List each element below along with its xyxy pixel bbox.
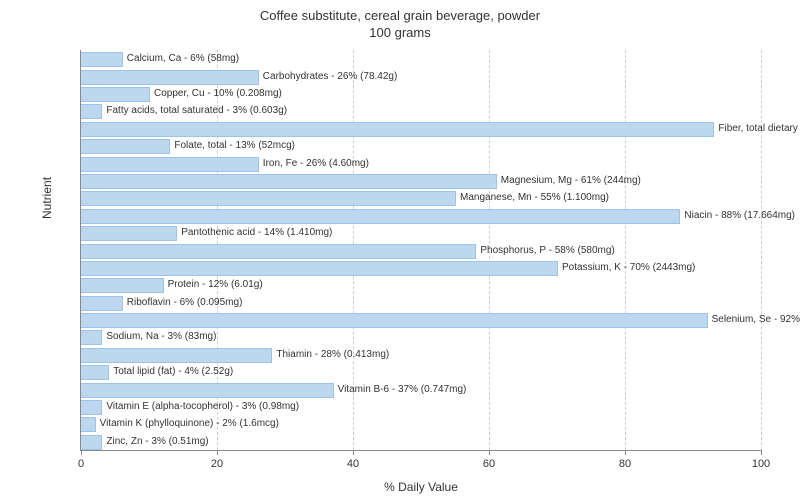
- nutrient-bar-label: Copper, Cu - 10% (0.208mg): [154, 87, 282, 100]
- x-tick-label: 80: [619, 458, 631, 470]
- nutrient-bar-label: Sodium, Na - 3% (83mg): [106, 330, 216, 343]
- nutrient-bar: [81, 226, 177, 241]
- x-tick-label: 0: [78, 458, 84, 470]
- chart-title: Coffee substitute, cereal grain beverage…: [0, 0, 800, 42]
- nutrient-bar: [81, 139, 170, 154]
- title-line-2: 100 grams: [369, 25, 430, 40]
- y-axis-label: Nutrient: [40, 177, 54, 219]
- x-tick-label: 60: [483, 458, 495, 470]
- nutrient-bar-label: Pantothenic acid - 14% (1.410mg): [181, 226, 332, 239]
- nutrient-bar-label: Calcium, Ca - 6% (58mg): [127, 52, 239, 65]
- x-tick-label: 20: [211, 458, 223, 470]
- nutrient-bar: [81, 244, 476, 259]
- gridline: [761, 50, 762, 450]
- nutrient-bar-label: Carbohydrates - 26% (78.42g): [263, 70, 398, 83]
- nutrient-bar: [81, 435, 102, 450]
- nutrient-bar-label: Magnesium, Mg - 61% (244mg): [501, 174, 641, 187]
- nutrient-bar-label: Phosphorus, P - 58% (580mg): [480, 244, 614, 257]
- nutrient-bar: [81, 348, 272, 363]
- nutrient-bar-label: Riboflavin - 6% (0.095mg): [127, 296, 243, 309]
- nutrient-bar: [81, 261, 558, 276]
- nutrient-bar: [81, 296, 123, 311]
- nutrient-chart: Coffee substitute, cereal grain beverage…: [0, 0, 800, 500]
- nutrient-bar: [81, 383, 334, 398]
- nutrient-bar: [81, 191, 456, 206]
- nutrient-bar: [81, 330, 102, 345]
- nutrient-bar: [81, 209, 680, 224]
- nutrient-bar: [81, 417, 96, 432]
- nutrient-bar: [81, 122, 714, 137]
- x-axis-label: % Daily Value: [384, 480, 458, 494]
- x-tick: [353, 450, 354, 455]
- nutrient-bar: [81, 157, 259, 172]
- nutrient-bar-label: Iron, Fe - 26% (4.60mg): [263, 157, 369, 170]
- x-tick: [217, 450, 218, 455]
- nutrient-bar-label: Zinc, Zn - 3% (0.51mg): [106, 435, 208, 448]
- nutrient-bar-label: Fiber, total dietary - 93% (23.3g): [718, 122, 800, 135]
- nutrient-bar: [81, 174, 497, 189]
- nutrient-bar: [81, 313, 708, 328]
- nutrient-bar: [81, 52, 123, 67]
- nutrient-bar: [81, 400, 102, 415]
- nutrient-bar-label: Selenium, Se - 92% (64.1mcg): [712, 313, 800, 326]
- x-tick-label: 100: [752, 458, 770, 470]
- nutrient-bar-label: Vitamin E (alpha-tocopherol) - 3% (0.98m…: [106, 400, 299, 413]
- x-tick: [761, 450, 762, 455]
- nutrient-bar-label: Fatty acids, total saturated - 3% (0.603…: [106, 104, 287, 117]
- x-tick-label: 40: [347, 458, 359, 470]
- nutrient-bar-label: Vitamin B-6 - 37% (0.747mg): [338, 383, 467, 396]
- nutrient-bar: [81, 365, 109, 380]
- title-line-1: Coffee substitute, cereal grain beverage…: [260, 8, 540, 23]
- nutrient-bar-label: Protein - 12% (6.01g): [168, 278, 263, 291]
- gridline: [625, 50, 626, 450]
- nutrient-bar: [81, 87, 150, 102]
- nutrient-bar: [81, 70, 259, 85]
- nutrient-bar-label: Potassium, K - 70% (2443mg): [562, 261, 695, 274]
- nutrient-bar: [81, 278, 164, 293]
- x-tick: [625, 450, 626, 455]
- x-tick: [489, 450, 490, 455]
- nutrient-bar-label: Manganese, Mn - 55% (1.100mg): [460, 191, 609, 204]
- nutrient-bar-label: Thiamin - 28% (0.413mg): [276, 348, 389, 361]
- plot-area: 020406080100% Daily ValueCalcium, Ca - 6…: [80, 50, 761, 451]
- nutrient-bar-label: Total lipid (fat) - 4% (2.52g): [113, 365, 233, 378]
- x-tick: [81, 450, 82, 455]
- nutrient-bar: [81, 104, 102, 119]
- nutrient-bar-label: Folate, total - 13% (52mcg): [174, 139, 295, 152]
- nutrient-bar-label: Niacin - 88% (17.664mg): [684, 209, 795, 222]
- nutrient-bar-label: Vitamin K (phylloquinone) - 2% (1.6mcg): [100, 417, 279, 430]
